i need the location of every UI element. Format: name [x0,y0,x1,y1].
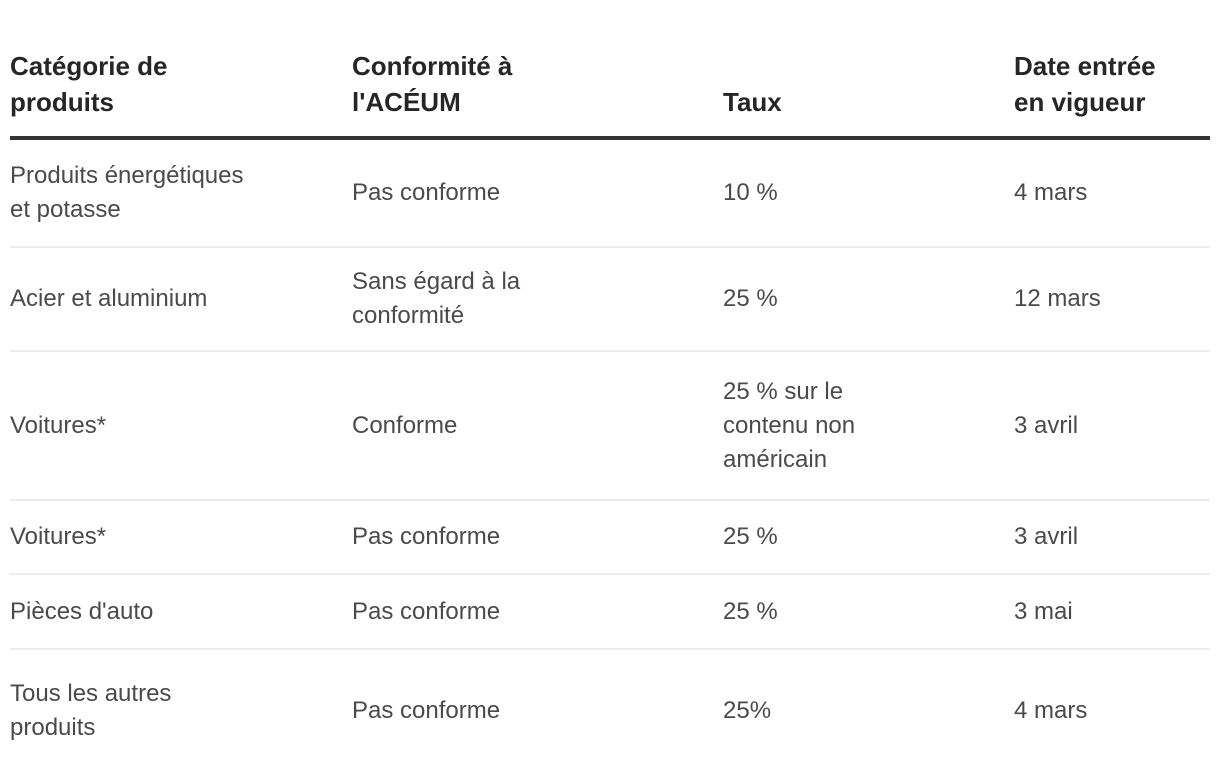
cell-effective-date: 12 mars [1014,285,1101,312]
cell-category: Tous les autres produits [10,680,172,741]
cell-rate: 10 % [723,179,778,206]
cell-compliance: Pas conforme [352,697,501,724]
cell-rate: 25% [723,697,772,724]
cell-category: Acier et aluminium [10,285,208,312]
table-row: Acier et aluminium Sans égard à la confo… [10,248,1210,352]
cell-effective-date: 3 avril [1014,411,1079,439]
cell-rate: 25 % [723,597,778,625]
cell-compliance: Pas conforme [352,179,501,206]
cell-category: Voitures* [10,523,107,550]
cell-effective-date: 3 mai [1014,597,1073,625]
column-header-category: Catégorie de produits [10,51,168,117]
cell-effective-date: 4 mars [1014,697,1088,724]
cell-category: Produits énergétiques et potasse [10,162,244,223]
tariff-table: Catégorie de produits Conformité à l'ACÉ… [10,0,1210,772]
cell-compliance: Pas conforme [352,597,501,625]
table-row: Produits énergétiques et potasse Pas con… [10,140,1210,248]
cell-rate: 25 % [723,285,778,312]
cell-compliance: Sans égard à la conformité [352,268,521,329]
table-row: Pièces d'auto Pas conforme 25 % 3 mai [10,575,1210,650]
cell-category: Voitures* [10,411,107,439]
cell-effective-date: 3 avril [1014,523,1079,550]
cell-category: Pièces d'auto [10,597,154,625]
cell-compliance: Conforme [352,411,458,439]
table-body: Produits énergétiques et potasse Pas con… [10,140,1210,772]
column-header-rate: Taux [723,87,782,117]
table-row: Voitures* Pas conforme 25 % 3 avril [10,501,1210,575]
column-header-compliance: Conformité à l'ACÉUM [352,51,513,117]
table-row: Voitures* Conforme 25 % sur le contenu n… [10,352,1210,501]
cell-effective-date: 4 mars [1014,179,1088,206]
cell-rate: 25 % sur le contenu non américain [723,377,856,473]
table-row: Tous les autres produits Pas conforme 25… [10,650,1210,772]
cell-compliance: Pas conforme [352,523,501,550]
column-header-effective-date: Date entrée en vigueur [1014,51,1156,117]
table-header-row: Catégorie de produits Conformité à l'ACÉ… [10,0,1210,140]
cell-rate: 25 % [723,523,778,550]
